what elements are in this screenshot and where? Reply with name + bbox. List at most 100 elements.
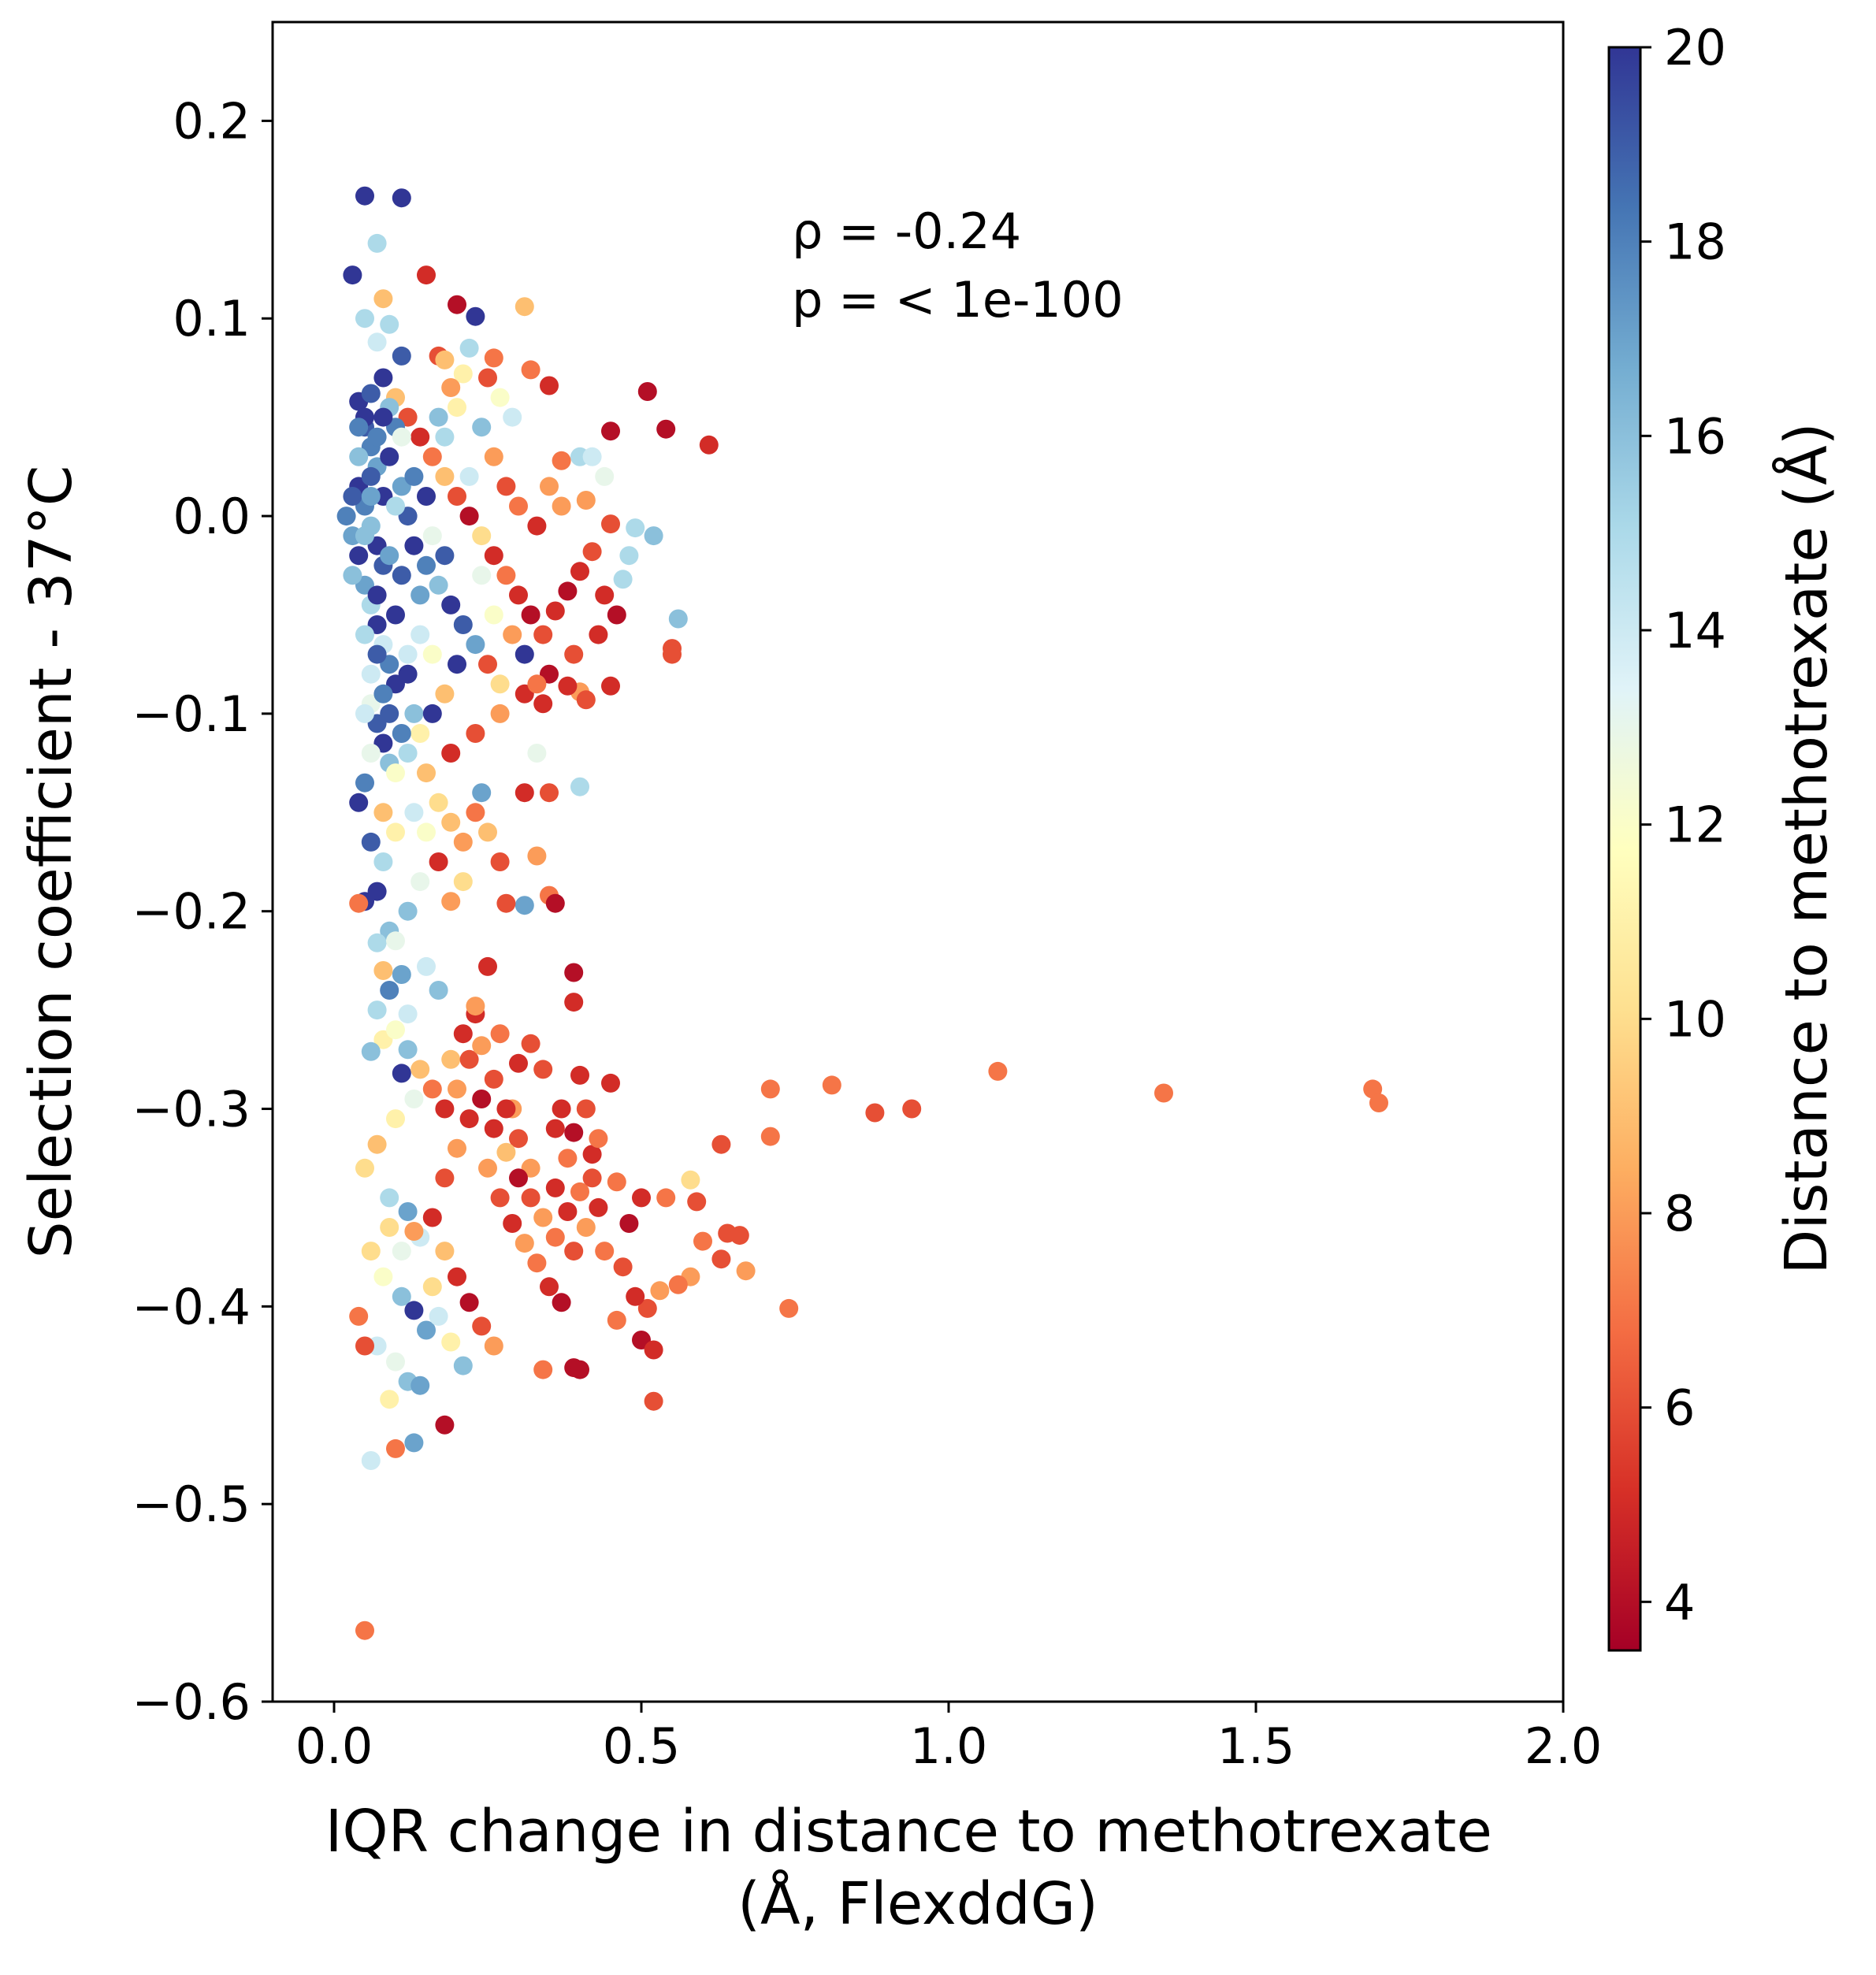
data-point [453,1356,473,1375]
data-point [619,1214,639,1233]
data-point [441,892,461,911]
data-point [637,382,657,401]
data-point [490,1188,510,1208]
y-tick-label: −0.6 [132,1673,251,1731]
data-point [570,1065,589,1085]
data-point [373,289,393,309]
data-point [453,615,473,634]
data-point [521,1034,541,1053]
data-point [380,981,399,1000]
data-point [392,427,411,447]
colorbar-tick-label: 18 [1664,213,1726,271]
data-point [570,562,589,581]
data-point [361,466,381,486]
data-point [589,1197,608,1217]
data-point [515,297,534,317]
data-point [386,605,405,625]
plot-frame [271,20,1565,1703]
data-point [472,418,492,437]
data-point [361,744,381,763]
data-point [386,763,405,783]
data-point [410,585,430,605]
data-point [736,1261,756,1281]
data-point [459,1109,479,1129]
data-point [576,690,596,710]
data-point [367,233,387,253]
data-point [582,542,602,562]
data-point [361,1041,381,1061]
data-point [453,1024,473,1044]
data-point [527,846,547,866]
data-point [607,1172,626,1192]
data-point [533,1208,553,1227]
x-tick-label: 0.5 [603,1717,681,1775]
data-point [472,1036,492,1056]
data-point [435,1099,455,1119]
data-point [410,625,430,644]
data-point [668,609,688,629]
data-point [637,1298,657,1318]
data-point [422,1079,442,1099]
colorbar-tick-label: 12 [1664,796,1726,854]
data-point [656,1188,676,1208]
data-point [521,360,541,380]
data-point [392,1064,411,1083]
data-point [490,388,510,407]
data-point [380,1188,399,1208]
data-point [601,1073,620,1093]
data-point [509,1129,528,1149]
data-point [613,570,633,589]
data-point [570,1182,589,1201]
data-point [435,466,455,486]
data-point [380,1218,399,1237]
data-point [429,1306,448,1326]
data-point [589,1129,608,1149]
data-point [361,487,381,506]
data-point [367,882,387,901]
data-point [490,852,510,871]
data-point [367,427,387,447]
annotation-p-value: p = < 1e-100 [792,271,1124,329]
data-point [540,1277,559,1297]
colorbar-tick-label: 20 [1664,19,1726,76]
data-point [515,783,534,803]
data-point [422,1208,442,1227]
data-point [545,1178,565,1197]
data-point [459,1293,479,1312]
data-point [367,585,387,605]
data-point [699,435,719,455]
data-point [417,822,436,842]
data-point [533,625,553,644]
data-point [435,684,455,704]
data-point [779,1298,799,1318]
data-point [693,1231,712,1251]
colorbar-tick-label: 6 [1664,1379,1695,1437]
data-point [472,1316,492,1336]
data-point [472,526,492,546]
data-point [490,1024,510,1044]
data-point [435,350,455,369]
data-point [601,421,620,441]
data-point [441,812,461,832]
data-point [448,1138,466,1158]
data-point [564,1123,584,1142]
colorbar-tick-label: 10 [1664,990,1726,1048]
data-point [545,1227,565,1247]
colorbar-tick-label: 4 [1664,1573,1695,1631]
data-point [417,763,436,783]
data-point [404,803,424,822]
annotation-rho: ρ = -0.24 [792,202,1021,260]
data-point [570,777,589,796]
data-point [441,378,461,397]
data-point [367,1134,387,1154]
data-point [564,1242,584,1261]
data-point [448,487,466,506]
data-point [435,1415,455,1435]
data-point [564,993,584,1012]
data-point [711,1134,731,1154]
data-point [453,872,473,892]
data-point [367,933,387,952]
data-point [404,466,424,486]
y-axis: −0.6 −0.5 −0.4 −0.3 −0.2 −0.1 0.0 0.1 0.2 [132,92,273,1731]
